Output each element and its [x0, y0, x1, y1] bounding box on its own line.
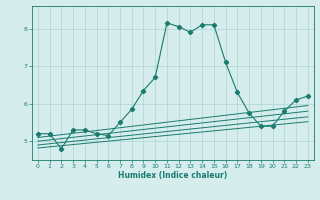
X-axis label: Humidex (Indice chaleur): Humidex (Indice chaleur)	[118, 171, 228, 180]
